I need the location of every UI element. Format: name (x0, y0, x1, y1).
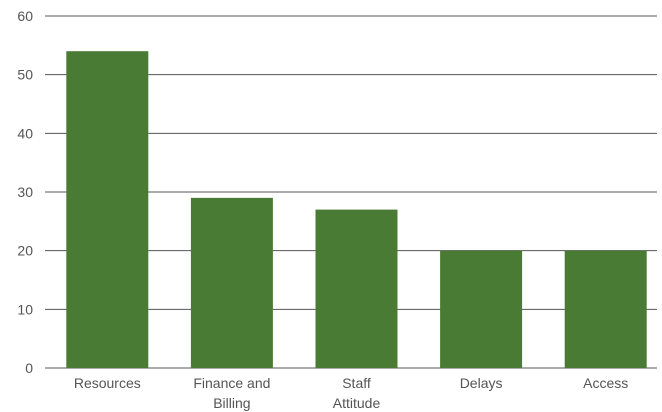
x-category-label: Resources (74, 375, 141, 391)
x-axis-categories: Resources Finance and Billing Staff Attitude… (74, 375, 628, 411)
bars (66, 51, 647, 368)
y-tick-label: 50 (17, 67, 33, 83)
y-tick-label: 10 (17, 301, 33, 317)
bar (66, 51, 149, 368)
y-tick-label: 0 (25, 360, 33, 376)
y-tick-label: 30 (17, 184, 33, 200)
x-category-label: Staff (342, 375, 371, 391)
y-tick-label: 60 (17, 8, 33, 24)
x-category-label: Delays (460, 375, 503, 391)
bar (564, 250, 647, 368)
y-axis-ticks: 0 10 20 30 40 50 60 (17, 8, 33, 376)
x-category-label: Finance and (193, 375, 270, 391)
y-tick-label: 20 (17, 243, 33, 259)
x-category-label: Access (583, 375, 628, 391)
bar (315, 209, 398, 368)
y-tick-label: 40 (17, 125, 33, 141)
bar (440, 250, 523, 368)
bar (190, 197, 273, 368)
x-category-label: Attitude (333, 395, 381, 411)
x-category-label: Billing (213, 395, 250, 411)
